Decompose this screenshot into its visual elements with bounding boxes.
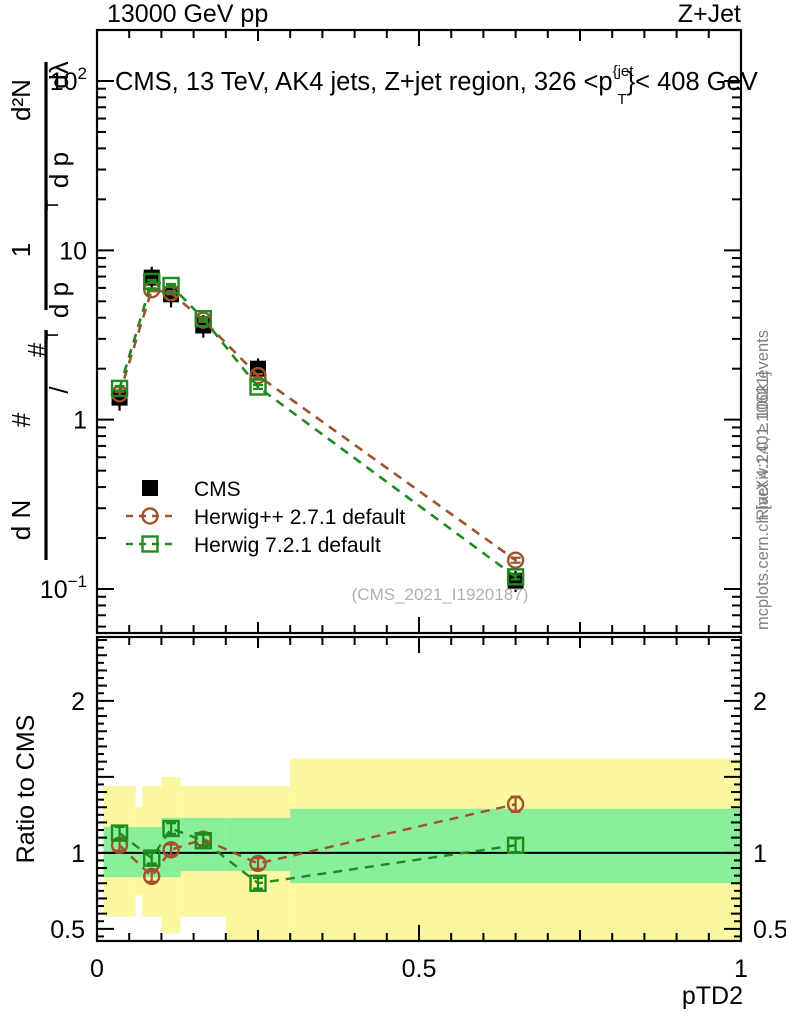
mc-data-point bbox=[110, 379, 129, 398]
ylabel-dn: d N bbox=[6, 500, 36, 540]
mc-data-point bbox=[506, 551, 525, 569]
ratio-data-point bbox=[249, 854, 267, 873]
ylabel-dpt-a: d p bbox=[44, 152, 74, 188]
header-left-label: 13000 GeV pp bbox=[107, 0, 268, 28]
x-tick-label: 0.5 bbox=[402, 955, 437, 983]
ylabel-dpt-a-sub: T bbox=[43, 200, 62, 210]
ratio-data-point bbox=[143, 849, 161, 867]
legend-label: CMS bbox=[194, 478, 241, 501]
ylabel-hash-mid: # bbox=[22, 342, 52, 357]
mc-data-point bbox=[506, 568, 525, 586]
ylabel-hash-low: # bbox=[6, 412, 36, 427]
ratio-series-herwig-7-2-1-default bbox=[110, 819, 525, 892]
ylabel-num-mid: 1 bbox=[6, 243, 36, 257]
ratio-tick-label-left: 1 bbox=[71, 840, 85, 868]
ratio-data-point bbox=[162, 841, 180, 859]
legend-marker-square bbox=[142, 480, 158, 496]
y-tick-label: 1 bbox=[73, 407, 87, 435]
legend-label: Herwig 7.2.1 default bbox=[194, 534, 381, 557]
y-axis-main-label: d²N 1 # d N dλ d p Td p T / # bbox=[6, 61, 74, 560]
y-tick-label-group: 102 bbox=[50, 64, 87, 96]
series-line bbox=[118, 279, 517, 578]
y-axis-main-ticks bbox=[97, 29, 741, 628]
legend-entry-2[interactable]: Herwig 7.2.1 default bbox=[126, 534, 381, 557]
ratio-data-point bbox=[194, 831, 212, 850]
ratio-data-point bbox=[143, 867, 161, 886]
series-line bbox=[118, 288, 517, 562]
ratio-series-line bbox=[118, 827, 516, 885]
ylabel-num-top: d²N bbox=[6, 79, 36, 121]
legend-entry-1[interactable]: Herwig++ 2.7.1 default bbox=[126, 506, 405, 529]
mc-data-point bbox=[249, 366, 267, 385]
legend-marker-open-square bbox=[141, 535, 159, 553]
ratio-data-point bbox=[506, 795, 525, 813]
ratio-tick-label-right: 2 bbox=[753, 688, 767, 716]
y-tick-label: 10 bbox=[59, 237, 87, 265]
ratio-data-point bbox=[162, 819, 180, 838]
ylabel-dlambda: dλ bbox=[44, 61, 74, 88]
plot-title: CMS, 13 TeV, AK4 jets, Z+jet region, 326… bbox=[115, 63, 758, 108]
ratio-data-point bbox=[249, 874, 267, 892]
ratio-tick-label-right: 0.5 bbox=[753, 916, 786, 944]
watermark-label: (CMS_2021_I1920187) bbox=[352, 585, 529, 604]
y-tick-label: 10−1 bbox=[40, 572, 87, 604]
mc-data-point bbox=[143, 272, 161, 291]
y-tick-label-group: 10 bbox=[59, 237, 87, 265]
ratio-axis-label: Ratio to CMS bbox=[12, 715, 40, 864]
series-herwig-7-2-1-default bbox=[110, 272, 525, 586]
ylabel-slash: / bbox=[44, 386, 74, 394]
header-right-label: Z+Jet bbox=[678, 0, 741, 28]
ratio-tick-label-left: 0.5 bbox=[50, 916, 85, 944]
side-label-rivet: Rivet 4.1.0, ≥ 100k events bbox=[754, 330, 772, 521]
ratio-data-point bbox=[506, 836, 525, 854]
ratio-uncertainty-bands bbox=[103, 758, 741, 941]
ratio-data-point bbox=[110, 824, 129, 842]
y-axis-ratio-ticks bbox=[97, 639, 741, 938]
ratio-tick-label-left: 2 bbox=[71, 688, 85, 716]
ylabel-dpt-b-sub: T bbox=[43, 330, 62, 340]
y-tick-label: 102 bbox=[50, 64, 87, 96]
x-tick-label: 1 bbox=[734, 955, 748, 983]
y-tick-label-group: 1 bbox=[73, 407, 87, 435]
x-axis-label: pTD2 bbox=[682, 982, 743, 1010]
mc-data-point bbox=[162, 276, 180, 295]
legend-marker-circle bbox=[141, 507, 159, 525]
mc-data-point bbox=[249, 378, 267, 396]
x-axis-ticks bbox=[96, 30, 742, 941]
ylabel-dpt-b: d p bbox=[44, 282, 74, 318]
x-tick-label: 0 bbox=[90, 955, 104, 983]
legend-entry-0[interactable]: CMS bbox=[142, 478, 241, 501]
legend-label: Herwig++ 2.7.1 default bbox=[194, 506, 405, 529]
ratio-tick-label-right: 1 bbox=[753, 840, 767, 868]
side-label-mcplots: mcplots.cern.ch [arXiv:2401.10621] bbox=[754, 371, 772, 630]
y-tick-label-group: 10−1 bbox=[40, 572, 87, 604]
mc-data-point bbox=[194, 309, 212, 328]
